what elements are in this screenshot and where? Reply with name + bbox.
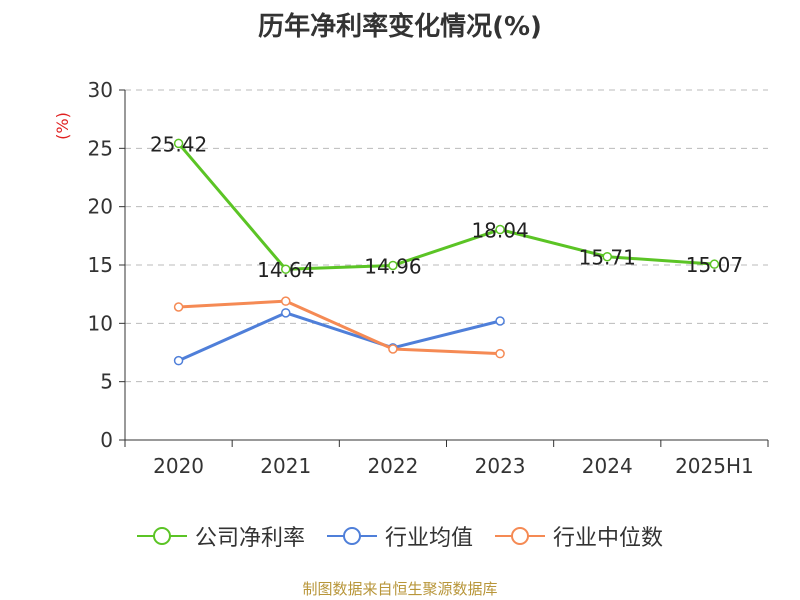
x-tick-label: 2022 [367,454,418,478]
data-label: 25.42 [150,132,207,156]
legend-label-company: 公司净利率 [194,526,305,551]
data-point [495,348,505,359]
data-point [281,264,291,274]
legend-item-company[interactable]: 公司净利率 [136,520,305,552]
data-point [173,138,184,149]
source-note: 制图数据来自恒生聚源数据库 [302,580,498,598]
legend-item-industry-mean[interactable]: 行业均值 [326,520,473,552]
legend-item-industry-median[interactable]: 行业中位数 [495,520,663,552]
data-point [495,316,505,326]
legend-marker-industry-median [495,527,545,545]
y-tick-label: 25 [88,136,113,160]
y-tick-label: 15 [88,253,113,277]
data-label: 15.71 [579,246,636,270]
data-point [281,296,291,306]
data-label: 15.07 [686,253,743,277]
legend-marker-industry-mean [326,527,377,545]
data-point [173,302,184,312]
y-tick-label: 10 [88,311,113,335]
series-line-2 [178,299,501,356]
legend-marker-company [136,527,187,545]
x-tick-label: 2020 [153,454,204,478]
y-tick-label: 5 [100,370,113,394]
legend-label-industry-median: 行业中位数 [553,526,664,551]
y-tick-label: 30 [88,78,113,102]
x-tick-label: 2023 [475,454,526,478]
series-line-0 [177,142,715,271]
series-line-1 [177,311,501,363]
data-label: 18.04 [471,219,528,243]
data-label: 14.96 [364,254,421,278]
data-point [602,251,612,262]
data-point [173,355,184,366]
legend: 公司净利率 行业均值 行业中位数 [0,520,800,552]
x-tick-label: 2025H1 [675,454,754,478]
data-labels: 25.42 14.64 14.96 18.04 15.71 15.07 [150,132,743,282]
series-lines [173,138,720,366]
grid-lines [125,89,768,383]
axes: 0 5 10 15 20 25 30 2020 2021 2022 2023 2024 2025H1 [88,78,769,478]
data-point [281,308,291,318]
data-point [388,260,398,271]
chart-title: 历年净利率变化情况(%) [258,12,542,42]
data-label: 14.64 [257,258,314,282]
data-point [495,224,505,235]
x-tick-label: 2024 [582,454,633,478]
y-tick-label: 0 [100,428,113,452]
x-tick-label: 2021 [260,454,311,478]
y-tick-label: 20 [88,195,113,219]
legend-label-industry-mean: 行业均值 [384,526,473,551]
y-axis-label: (%) [53,112,72,140]
data-point [388,344,398,354]
data-point [709,259,720,269]
